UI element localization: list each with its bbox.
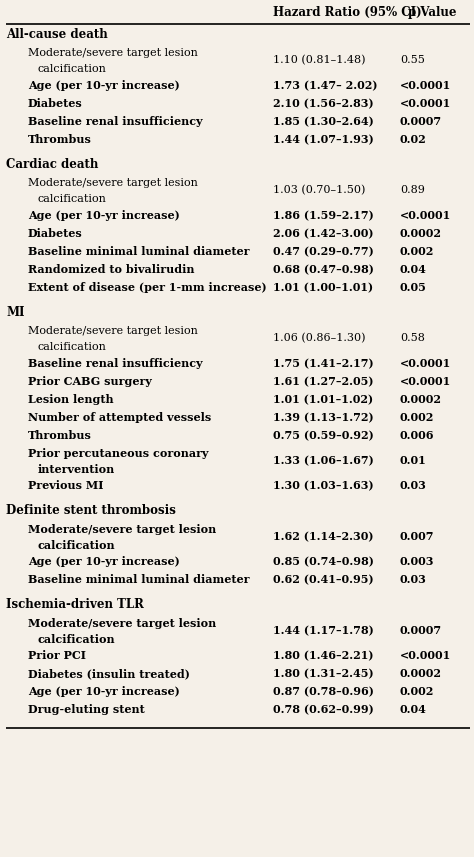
Text: 0.01: 0.01 xyxy=(400,455,427,466)
Text: 1.85 (1.30–2.64): 1.85 (1.30–2.64) xyxy=(273,116,374,127)
Text: calcification: calcification xyxy=(38,634,116,645)
Text: 1.75 (1.41–2.17): 1.75 (1.41–2.17) xyxy=(273,358,374,369)
Text: 2.10 (1.56–2.83): 2.10 (1.56–2.83) xyxy=(273,98,374,109)
Text: 0.47 (0.29–0.77): 0.47 (0.29–0.77) xyxy=(273,246,374,257)
Text: 1.30 (1.03–1.63): 1.30 (1.03–1.63) xyxy=(273,480,374,491)
Text: <0.0001: <0.0001 xyxy=(400,650,451,661)
Text: 1.86 (1.59–2.17): 1.86 (1.59–2.17) xyxy=(273,210,374,221)
Text: 1.44 (1.17–1.78): 1.44 (1.17–1.78) xyxy=(273,625,374,636)
Text: 0.002: 0.002 xyxy=(400,686,434,697)
Text: 0.55: 0.55 xyxy=(400,55,425,65)
Text: <0.0001: <0.0001 xyxy=(400,358,451,369)
Text: <0.0001: <0.0001 xyxy=(400,210,451,221)
Text: 0.0002: 0.0002 xyxy=(400,668,442,679)
Text: Prior CABG surgery: Prior CABG surgery xyxy=(28,376,152,387)
Text: p Value: p Value xyxy=(408,6,456,19)
Text: 1.80 (1.31–2.45): 1.80 (1.31–2.45) xyxy=(273,668,374,679)
Text: 0.0002: 0.0002 xyxy=(400,394,442,405)
Text: 1.73 (1.47– 2.02): 1.73 (1.47– 2.02) xyxy=(273,80,377,91)
Text: 1.44 (1.07–1.93): 1.44 (1.07–1.93) xyxy=(273,134,374,145)
Text: Diabetes: Diabetes xyxy=(28,228,83,239)
Text: Definite stent thrombosis: Definite stent thrombosis xyxy=(6,504,176,517)
Text: 0.0007: 0.0007 xyxy=(400,625,442,636)
Text: 0.05: 0.05 xyxy=(400,282,427,293)
Text: Baseline renal insufficiency: Baseline renal insufficiency xyxy=(28,358,202,369)
Text: 0.02: 0.02 xyxy=(400,134,427,145)
Text: Number of attempted vessels: Number of attempted vessels xyxy=(28,412,211,423)
Text: 0.04: 0.04 xyxy=(400,704,427,715)
Text: 1.03 (0.70–1.50): 1.03 (0.70–1.50) xyxy=(273,185,365,195)
Text: 0.03: 0.03 xyxy=(400,480,427,491)
Text: Baseline minimal luminal diameter: Baseline minimal luminal diameter xyxy=(28,574,249,585)
Text: Lesion length: Lesion length xyxy=(28,394,114,405)
Text: 2.06 (1.42–3.00): 2.06 (1.42–3.00) xyxy=(273,228,374,239)
Text: 0.75 (0.59–0.92): 0.75 (0.59–0.92) xyxy=(273,430,374,441)
Text: Thrombus: Thrombus xyxy=(28,430,92,441)
Text: 0.89: 0.89 xyxy=(400,185,425,195)
Text: <0.0001: <0.0001 xyxy=(400,98,451,109)
Text: 0.58: 0.58 xyxy=(400,333,425,343)
Text: Previous MI: Previous MI xyxy=(28,480,103,491)
Text: 1.39 (1.13–1.72): 1.39 (1.13–1.72) xyxy=(273,412,374,423)
Text: Baseline minimal luminal diameter: Baseline minimal luminal diameter xyxy=(28,246,249,257)
Text: 0.04: 0.04 xyxy=(400,264,427,275)
Text: 0.002: 0.002 xyxy=(400,246,434,257)
Text: Moderate/severe target lesion: Moderate/severe target lesion xyxy=(28,48,198,58)
Text: Baseline renal insufficiency: Baseline renal insufficiency xyxy=(28,116,202,127)
Text: calcification: calcification xyxy=(38,540,116,551)
Text: 0.78 (0.62–0.99): 0.78 (0.62–0.99) xyxy=(273,704,374,715)
Text: 1.01 (1.00–1.01): 1.01 (1.00–1.01) xyxy=(273,282,373,293)
Text: 0.006: 0.006 xyxy=(400,430,435,441)
Text: 0.007: 0.007 xyxy=(400,531,435,542)
Text: 1.80 (1.46–2.21): 1.80 (1.46–2.21) xyxy=(273,650,374,661)
Text: 1.01 (1.01–1.02): 1.01 (1.01–1.02) xyxy=(273,394,373,405)
Text: 1.62 (1.14–2.30): 1.62 (1.14–2.30) xyxy=(273,531,374,542)
Text: 0.003: 0.003 xyxy=(400,556,435,567)
Text: 1.10 (0.81–1.48): 1.10 (0.81–1.48) xyxy=(273,55,365,65)
Text: Moderate/severe target lesion: Moderate/severe target lesion xyxy=(28,524,216,535)
Text: 1.33 (1.06–1.67): 1.33 (1.06–1.67) xyxy=(273,455,374,466)
Text: Extent of disease (per 1-mm increase): Extent of disease (per 1-mm increase) xyxy=(28,282,266,293)
Text: calcification: calcification xyxy=(38,194,107,204)
Text: MI: MI xyxy=(6,306,25,319)
Text: 0.002: 0.002 xyxy=(400,412,434,423)
Text: Age (per 10-yr increase): Age (per 10-yr increase) xyxy=(28,210,180,221)
Text: 1.61 (1.27–2.05): 1.61 (1.27–2.05) xyxy=(273,376,374,387)
Text: <0.0001: <0.0001 xyxy=(400,376,451,387)
Text: 0.0002: 0.0002 xyxy=(400,228,442,239)
Text: Age (per 10-yr increase): Age (per 10-yr increase) xyxy=(28,556,180,567)
Text: 0.87 (0.78–0.96): 0.87 (0.78–0.96) xyxy=(273,686,374,697)
Text: Prior PCI: Prior PCI xyxy=(28,650,86,661)
Text: Ischemia-driven TLR: Ischemia-driven TLR xyxy=(6,598,144,611)
Text: All-cause death: All-cause death xyxy=(6,28,108,41)
Text: Thrombus: Thrombus xyxy=(28,134,92,145)
Text: Hazard Ratio (95% CI): Hazard Ratio (95% CI) xyxy=(273,6,422,19)
Text: Age (per 10-yr increase): Age (per 10-yr increase) xyxy=(28,80,180,91)
Text: intervention: intervention xyxy=(38,464,115,475)
Text: 1.06 (0.86–1.30): 1.06 (0.86–1.30) xyxy=(273,333,365,344)
Text: calcification: calcification xyxy=(38,64,107,74)
Text: Moderate/severe target lesion: Moderate/severe target lesion xyxy=(28,326,198,336)
Text: Cardiac death: Cardiac death xyxy=(6,158,99,171)
Text: Moderate/severe target lesion: Moderate/severe target lesion xyxy=(28,618,216,629)
Text: Diabetes: Diabetes xyxy=(28,98,83,109)
Text: Moderate/severe target lesion: Moderate/severe target lesion xyxy=(28,178,198,188)
Text: 0.0007: 0.0007 xyxy=(400,116,442,127)
Text: Age (per 10-yr increase): Age (per 10-yr increase) xyxy=(28,686,180,697)
Text: Randomized to bivalirudin: Randomized to bivalirudin xyxy=(28,264,194,275)
Text: Drug-eluting stent: Drug-eluting stent xyxy=(28,704,145,715)
Text: calcification: calcification xyxy=(38,342,107,352)
Text: <0.0001: <0.0001 xyxy=(400,80,451,91)
Text: 0.68 (0.47–0.98): 0.68 (0.47–0.98) xyxy=(273,264,374,275)
Text: Diabetes (insulin treated): Diabetes (insulin treated) xyxy=(28,668,190,679)
Text: 0.62 (0.41–0.95): 0.62 (0.41–0.95) xyxy=(273,574,374,585)
Text: Prior percutaneous coronary: Prior percutaneous coronary xyxy=(28,448,209,459)
Text: 0.85 (0.74–0.98): 0.85 (0.74–0.98) xyxy=(273,556,374,567)
Text: 0.03: 0.03 xyxy=(400,574,427,585)
